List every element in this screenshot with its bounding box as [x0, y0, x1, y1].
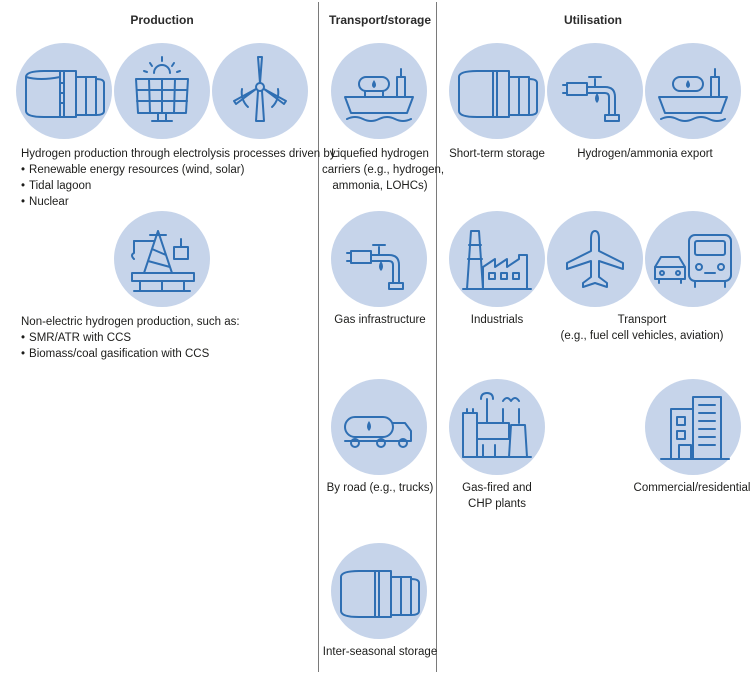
airplane-icon — [547, 211, 643, 307]
transport-line: Transport — [617, 314, 667, 326]
export-label: Hydrogen/ammonia export — [577, 148, 713, 160]
road-label: By road (e.g., trucks) — [326, 482, 434, 494]
electrolysis-item: Nuclear — [21, 194, 339, 210]
seasonal-label: Inter-seasonal storage — [322, 646, 438, 658]
storage-tank-icon — [16, 43, 112, 139]
nonelectric-item: SMR/ATR with CCS — [21, 330, 240, 346]
gas-fired-line: Gas-fired and — [462, 482, 532, 494]
nonelectric-item: Biomass/coal gasification with CCS — [21, 346, 240, 362]
nonelectric-intro: Non-electric hydrogen production, such a… — [21, 316, 240, 328]
truck-icon — [331, 379, 427, 475]
carriers-line: ammonia, LOHCs) — [332, 180, 428, 192]
wind-turbine-icon — [212, 43, 308, 139]
carriers-line: Liquefied hydrogen — [331, 148, 429, 160]
nonelectric-text: Non-electric hydrogen production, such a… — [21, 314, 240, 362]
transport-line: (e.g., fuel cell vehicles, aviation) — [560, 330, 724, 342]
divider-right — [436, 2, 437, 672]
industrials-label: Industrials — [470, 314, 524, 326]
divider-left — [318, 2, 319, 672]
production-header: Production — [130, 13, 194, 27]
commercial-label: Commercial/residential — [633, 482, 751, 494]
electrolysis-item: Renewable energy resources (wind, solar) — [21, 162, 339, 178]
tanker-ship-icon — [331, 43, 427, 139]
electrolysis-text: Hydrogen production through electrolysis… — [21, 146, 339, 210]
gas-fired-line: CHP plants — [468, 498, 526, 510]
gas-infra-label: Gas infrastructure — [334, 314, 426, 326]
gas-pipe-icon — [331, 211, 427, 307]
short-term-label: Short-term storage — [449, 148, 545, 160]
carriers-label: Liquefied hydrogen carriers (e.g., hydro… — [322, 146, 445, 194]
power-plant-icon — [449, 379, 545, 475]
export-ship-icon — [645, 43, 741, 139]
transport-label: Transport (e.g., fuel cell vehicles, avi… — [560, 312, 724, 344]
car-bus-icon — [645, 211, 741, 307]
electrolysis-intro: Hydrogen production through electrolysis… — [21, 148, 339, 160]
transport-header: Transport/storage — [328, 13, 432, 27]
utilisation-header: Utilisation — [563, 13, 622, 27]
electrolysis-item: Tidal lagoon — [21, 178, 339, 194]
gas-fired-label: Gas-fired and CHP plants — [445, 480, 549, 512]
building-icon — [645, 379, 741, 475]
factory-icon — [449, 211, 545, 307]
carriers-line: carriers (e.g., hydrogen, — [322, 164, 445, 176]
short-term-tank-icon — [449, 43, 545, 139]
drilling-rig-icon — [114, 211, 210, 307]
export-pipe-icon — [547, 43, 643, 139]
solar-panel-icon — [114, 43, 210, 139]
seasonal-tank-icon — [331, 543, 427, 639]
